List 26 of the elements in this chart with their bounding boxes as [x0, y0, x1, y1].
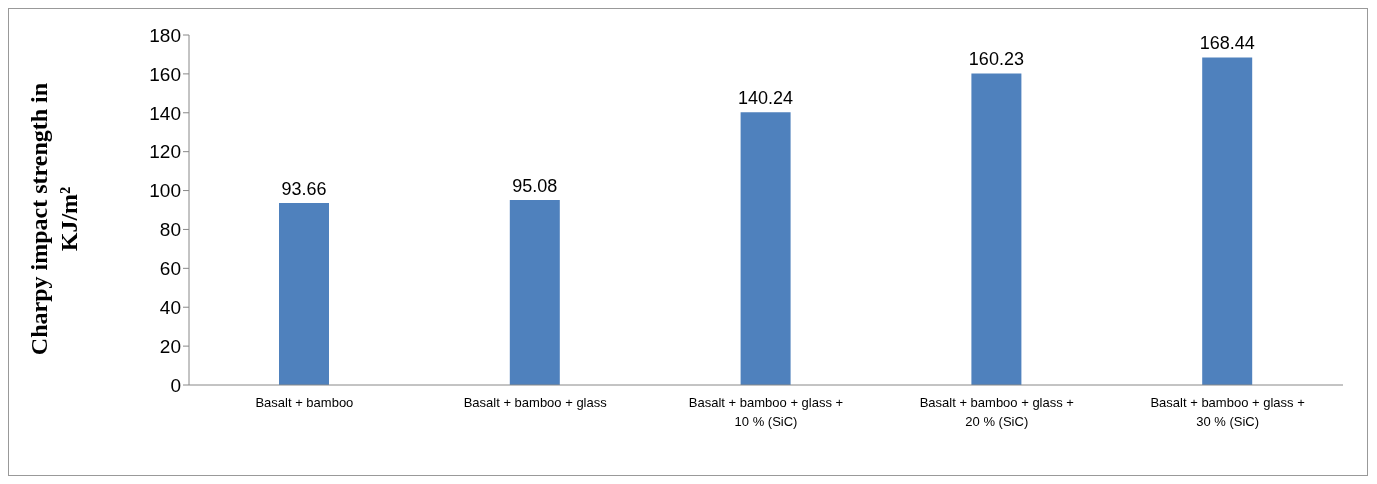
data-label: 160.23	[968, 49, 1024, 70]
y-tick-label: 0	[170, 374, 181, 396]
x-tick-label: Basalt + bamboo + glass + 20 % (SiC)	[919, 395, 1074, 429]
y-axis-title: Charpy impact strength in KJ/m²	[26, 82, 82, 356]
y-tick-label: 80	[159, 219, 181, 241]
bar	[740, 112, 791, 385]
y-tick-label: 20	[159, 335, 181, 357]
data-label: 140.24	[738, 88, 794, 109]
data-label: 95.08	[512, 176, 558, 197]
bar	[279, 202, 329, 385]
data-label: 168.44	[1199, 33, 1255, 54]
y-tick-label: 180	[149, 24, 181, 46]
y-tick-label: 120	[149, 141, 181, 163]
y-tick-label: 60	[159, 258, 181, 280]
x-tick-label: Basalt + bamboo + glass + 10 % (SiC)	[688, 395, 844, 429]
x-tick-label: Basalt + bamboo + glass	[463, 395, 608, 410]
x-tick-label: Basalt + bamboo	[255, 395, 354, 410]
data-label: 93.66	[281, 178, 327, 199]
bar	[1202, 57, 1253, 385]
y-tick-label: 160	[149, 63, 181, 85]
y-tick-label: 40	[159, 296, 181, 318]
y-tick-label: 100	[149, 180, 181, 202]
bar	[971, 73, 1022, 385]
y-tick-label: 140	[149, 102, 181, 124]
x-tick-label: Basalt + bamboo + glass + 30 % (SiC)	[1150, 395, 1305, 429]
bar	[509, 200, 560, 385]
